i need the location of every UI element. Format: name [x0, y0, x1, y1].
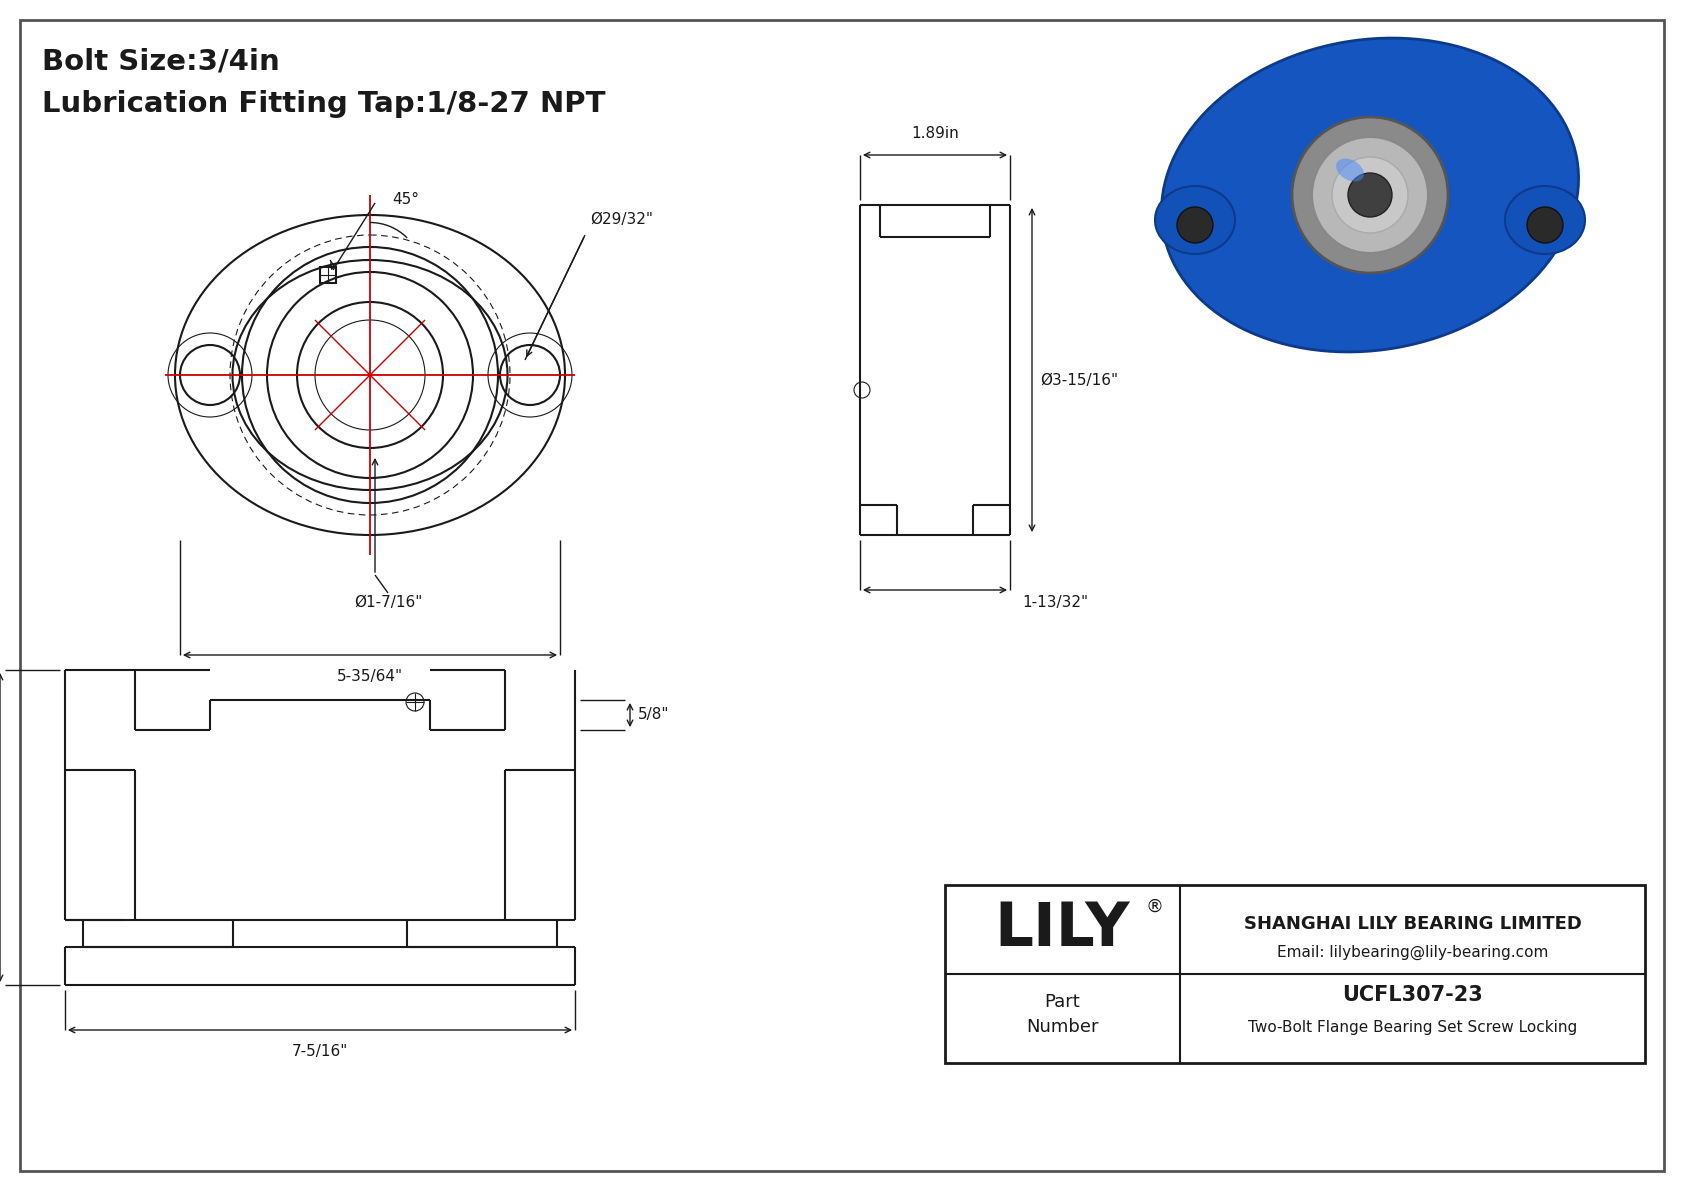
Circle shape [1527, 207, 1563, 243]
Text: Ø3-15/16": Ø3-15/16" [1041, 373, 1118, 387]
Text: Ø29/32": Ø29/32" [589, 212, 653, 227]
Circle shape [1312, 137, 1428, 252]
Text: Lubrication Fitting Tap:1/8-27 NPT: Lubrication Fitting Tap:1/8-27 NPT [42, 91, 606, 118]
Bar [320, 267, 337, 283]
Ellipse shape [1162, 38, 1578, 353]
Text: LILY: LILY [994, 900, 1130, 959]
Text: SHANGHAI LILY BEARING LIMITED: SHANGHAI LILY BEARING LIMITED [1243, 915, 1581, 934]
Text: Bolt Size:3/4in: Bolt Size:3/4in [42, 48, 280, 76]
Text: 1-13/32": 1-13/32" [1022, 596, 1088, 610]
Text: Email: lilybearing@lily-bearing.com: Email: lilybearing@lily-bearing.com [1276, 944, 1548, 960]
Ellipse shape [1505, 186, 1585, 254]
Circle shape [1332, 157, 1408, 233]
Text: 7-5/16": 7-5/16" [291, 1045, 349, 1059]
Text: Ø1-7/16": Ø1-7/16" [354, 596, 423, 610]
Bar [945, 885, 1645, 1064]
Circle shape [1347, 173, 1393, 217]
Ellipse shape [1335, 158, 1364, 181]
Text: 5-35/64": 5-35/64" [337, 669, 402, 684]
Text: Two-Bolt Flange Bearing Set Screw Locking: Two-Bolt Flange Bearing Set Screw Lockin… [1248, 1019, 1578, 1035]
Text: 5/8": 5/8" [638, 707, 670, 723]
Circle shape [1292, 117, 1448, 273]
Text: ®: ® [1145, 897, 1164, 916]
Text: Part
Number: Part Number [1026, 993, 1098, 1036]
Text: UCFL307-23: UCFL307-23 [1342, 985, 1484, 1005]
Text: 1.89in: 1.89in [911, 126, 958, 141]
Circle shape [1177, 207, 1212, 243]
Text: 45°: 45° [392, 193, 419, 207]
Ellipse shape [1155, 186, 1234, 254]
